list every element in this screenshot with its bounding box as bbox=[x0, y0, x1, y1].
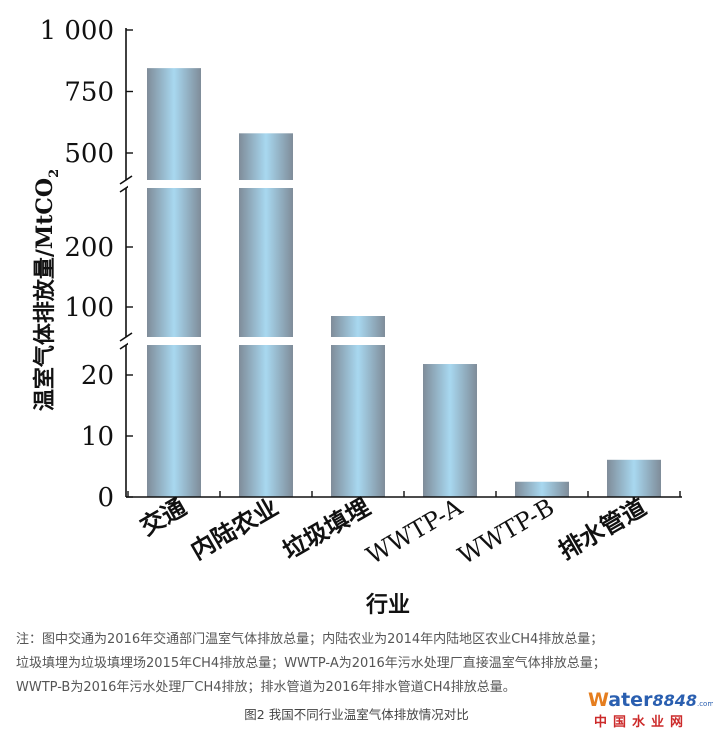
bar-1 bbox=[239, 133, 293, 497]
y-tick-label-1-0: 100 bbox=[64, 293, 114, 323]
x-tick-label-3: WWTP-A bbox=[362, 493, 468, 570]
note-line-2: 垃圾填埋为垃圾填埋场2015年CH4排放总量；WWTP-A为2016年污水处理厂… bbox=[16, 656, 606, 671]
bar-1-segment-0 bbox=[239, 345, 293, 497]
y-tick-label-0-0: 0 bbox=[97, 483, 114, 513]
x-tick-label-5: 排水管道 bbox=[554, 493, 651, 565]
y-tick-label-1-1: 200 bbox=[64, 233, 114, 263]
y-tick-label-2-0: 500 bbox=[64, 139, 114, 169]
y-tick-label-2-1: 750 bbox=[64, 78, 114, 108]
bar-4-top bbox=[515, 481, 569, 497]
figure-caption: 图2 我国不同行业温室气体排放情况对比 bbox=[244, 707, 469, 722]
note-line-1: 注：图中交通为2016年交通部门温室气体排放总量；内陆农业为2014年内陆地区农… bbox=[16, 632, 604, 647]
water8848-logo: Water8848.com 中国水业网 bbox=[588, 689, 713, 732]
bar-chart: 0 10 20 100 200 500 750 1 000 交通内陆农业垃圾填埋WWTP-AW… bbox=[32, 16, 682, 618]
bar-1-top bbox=[239, 133, 293, 180]
logo-com: .com bbox=[696, 700, 713, 708]
bar-3-top bbox=[423, 364, 477, 497]
bar-5 bbox=[607, 459, 661, 497]
logo-w: W bbox=[588, 689, 609, 711]
note-line-3: WWTP-B为2016年污水处理厂CH4排放；排水管道为2016年排水管道CH4… bbox=[16, 680, 516, 695]
x-tick-label-2: 垃圾填埋 bbox=[278, 493, 375, 565]
break-gap-1 bbox=[128, 180, 682, 188]
axis-break-1-b bbox=[119, 175, 133, 185]
bar-2-top bbox=[331, 316, 385, 337]
break-gap-0 bbox=[128, 337, 682, 345]
bar-0-segment-1 bbox=[147, 188, 201, 337]
bar-0 bbox=[147, 68, 201, 497]
bar-0-top bbox=[147, 68, 201, 180]
x-tick-label-4: WWTP-B bbox=[453, 493, 559, 570]
bar-5-top bbox=[607, 459, 661, 497]
y-axis-label: 温室气体排放量/MtCO2 bbox=[32, 169, 62, 411]
bar-0-segment-0 bbox=[147, 345, 201, 497]
y-tick-label-0-2: 20 bbox=[81, 361, 114, 391]
y-tick-label-0-1: 10 bbox=[81, 422, 114, 452]
axis-break-0-b bbox=[119, 332, 133, 342]
bar-2 bbox=[331, 316, 385, 497]
y-axis-label-main: 温室气体排放量/MtCO bbox=[32, 178, 58, 411]
bar-4 bbox=[515, 481, 569, 497]
x-tick-label-1: 内陆农业 bbox=[186, 493, 283, 565]
y-tick-label-2-2: 1 000 bbox=[40, 16, 114, 46]
x-axis-label: 行业 bbox=[365, 592, 410, 618]
y-axis-label-sub: 2 bbox=[47, 169, 62, 178]
logo-num: 8848 bbox=[652, 691, 697, 710]
bar-3 bbox=[423, 364, 477, 497]
bar-1-segment-1 bbox=[239, 188, 293, 337]
logo-cn: 中国水业网 bbox=[594, 715, 690, 730]
logo-ater: ater bbox=[608, 689, 653, 711]
bar-2-segment-0 bbox=[331, 345, 385, 497]
x-tick-label-0: 交通 bbox=[135, 493, 191, 541]
